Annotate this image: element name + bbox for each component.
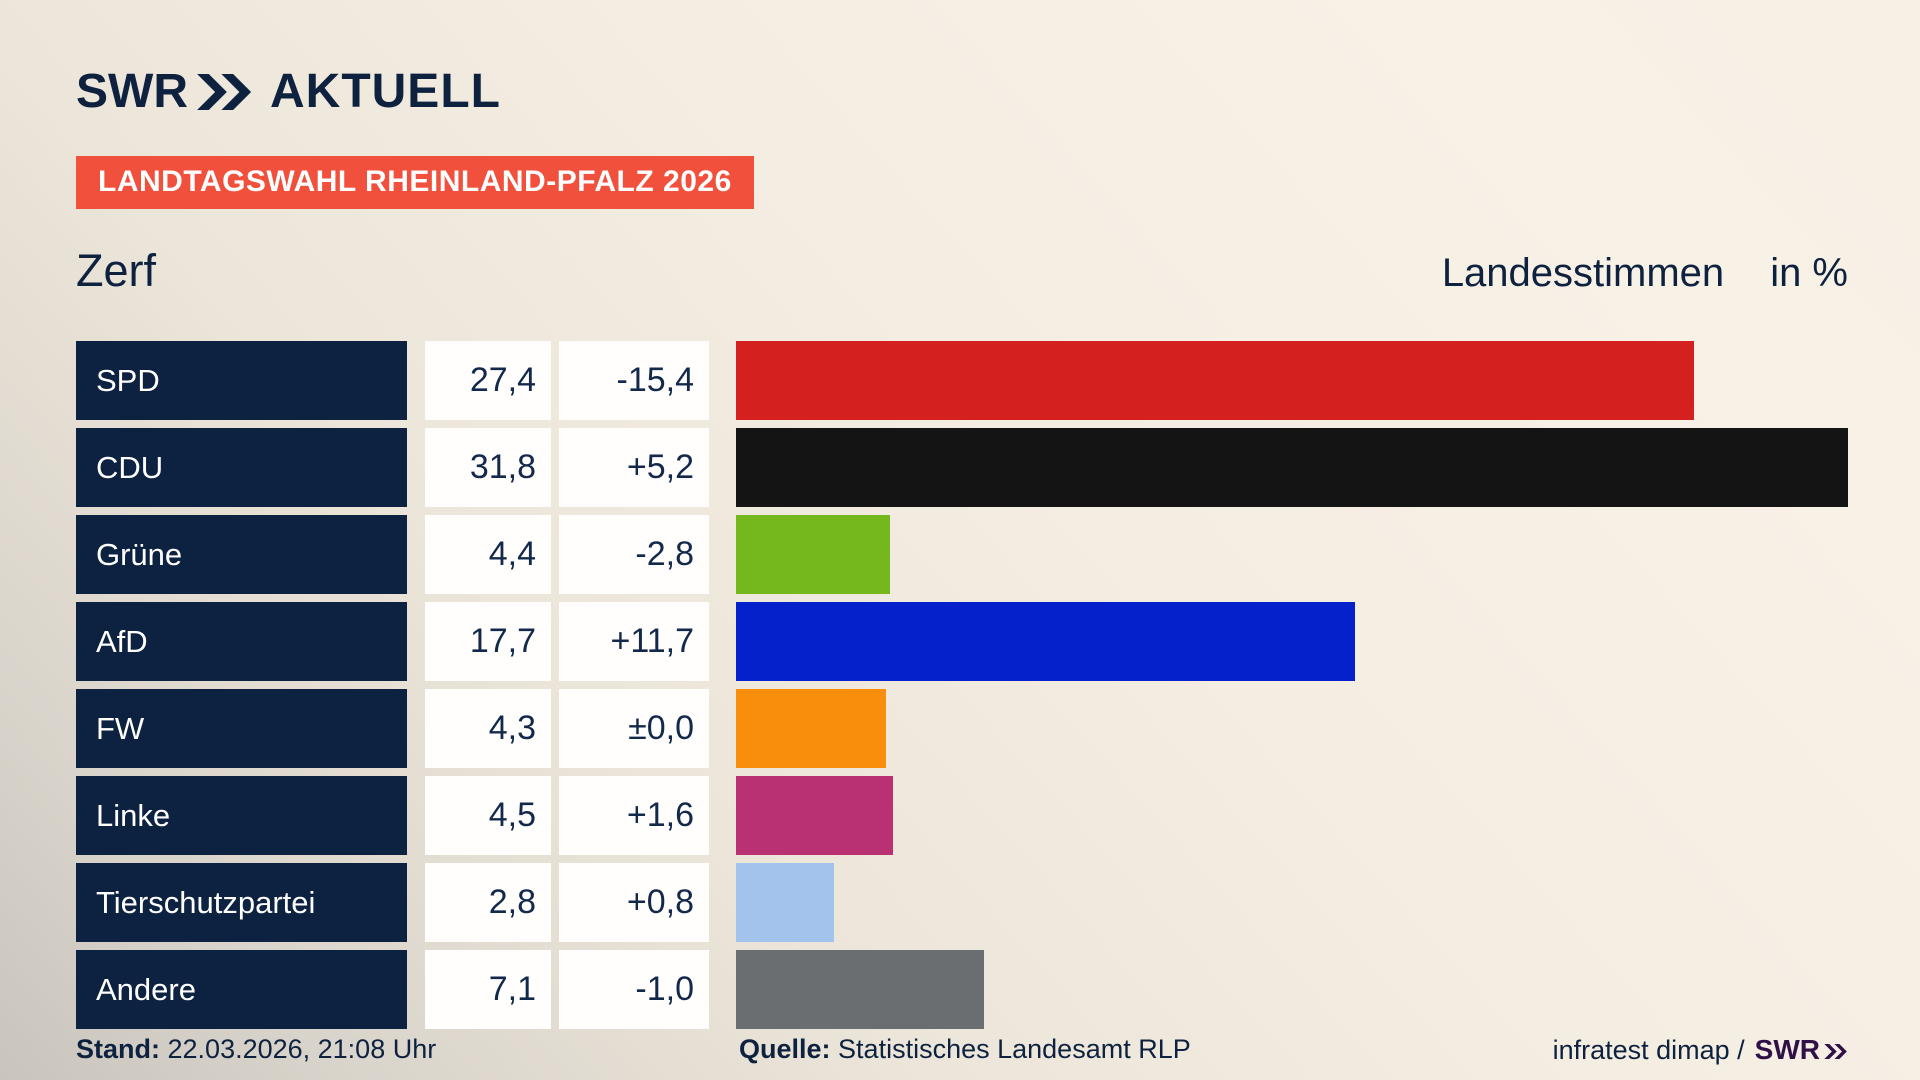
bar-track [736,341,1848,420]
party-diff: -1,0 [559,950,709,1029]
stand-value: 22.03.2026, 21:08 Uhr [167,1034,437,1064]
party-row: Tierschutzpartei 2,8 +0,8 [76,863,1848,942]
party-bar [736,341,1695,420]
party-value: 7,1 [425,950,551,1029]
party-label: Grüne [76,515,407,594]
chart-subtitle: Landesstimmen in % [1442,251,1848,296]
party-label: FW [76,689,407,768]
swr-footer-logo-text: SWR [1754,1034,1820,1065]
party-value: 31,8 [425,428,551,507]
party-row: AfD 17,7 +11,7 [76,602,1848,681]
party-diff: ±0,0 [559,689,709,768]
party-label: SPD [76,341,407,420]
quelle-label: Quelle: [739,1034,831,1064]
party-value: 27,4 [425,341,551,420]
credit-info: infratest dimap / SWR [1553,1034,1848,1066]
party-label: Tierschutzpartei [76,863,407,942]
party-diff: -2,8 [559,515,709,594]
party-label: AfD [76,602,407,681]
unit-label: in % [1770,251,1848,295]
party-label: CDU [76,428,407,507]
party-row: Grüne 4,4 -2,8 [76,515,1848,594]
bar-track [736,515,1848,594]
source-info: Quelle: Statistisches Landesamt RLP [739,1034,1191,1065]
party-row: FW 4,3 ±0,0 [76,689,1848,768]
municipality-title: Zerf [76,245,157,296]
aktuell-logo-text: AKTUELL [269,65,501,118]
credit-text: infratest dimap / [1552,1034,1745,1065]
party-value: 4,3 [425,689,551,768]
party-bar [736,602,1355,681]
bar-track [736,863,1848,942]
party-row: SPD 27,4 -15,4 [76,341,1848,420]
vote-type-label: Landesstimmen [1441,251,1725,295]
stand-label: Stand: [76,1034,160,1064]
swr-logo-text: SWR [76,65,188,118]
bar-track [736,950,1848,1029]
party-value: 17,7 [425,602,551,681]
party-label: Andere [76,950,407,1029]
swr-footer-chevron-icon [1824,1044,1847,1059]
bar-track [736,602,1848,681]
party-value: 4,5 [425,776,551,855]
party-diff: +11,7 [559,602,709,681]
bar-track [736,428,1848,507]
swr-footer-logo: SWR [1755,1034,1848,1066]
party-bar [736,950,985,1029]
party-diff: +5,2 [559,428,709,507]
title-row: Zerf Landesstimmen in % [76,245,1848,297]
party-value: 2,8 [425,863,551,942]
party-bar [736,776,894,855]
party-bar [736,515,890,594]
election-banner: LANDTAGSWAHL RHEINLAND-PFALZ 2026 [76,156,754,209]
party-row: Linke 4,5 +1,6 [76,776,1848,855]
swr-aktuell-logo: SWR AKTUELL [76,68,1848,116]
bar-track [736,776,1848,855]
party-row: CDU 31,8 +5,2 [76,428,1848,507]
party-label: Linke [76,776,407,855]
party-value: 4,4 [425,515,551,594]
bar-track [736,689,1848,768]
party-bar [736,863,834,942]
party-diff: +0,8 [559,863,709,942]
results-chart: SPD 27,4 -15,4 CDU 31,8 +5,2 Grüne 4,4 -… [76,341,1848,1029]
party-row: Andere 7,1 -1,0 [76,950,1848,1029]
stand-info: Stand: 22.03.2026, 21:08 Uhr [76,1034,436,1065]
party-diff: +1,6 [559,776,709,855]
party-diff: -15,4 [559,341,709,420]
party-bar [736,689,887,768]
quelle-value: Statistisches Landesamt RLP [838,1034,1191,1064]
swr-chevron-icon [196,73,254,115]
party-bar [736,428,1848,507]
